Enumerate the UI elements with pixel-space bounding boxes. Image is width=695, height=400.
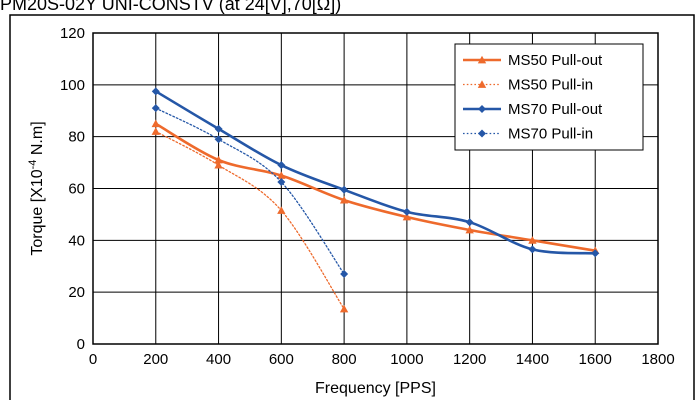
data-point-triangle xyxy=(339,195,349,204)
legend-item: MS70 Pull-in xyxy=(463,126,593,143)
data-point-diamond xyxy=(591,249,600,258)
series-line xyxy=(154,122,597,252)
data-point-diamond xyxy=(151,104,160,113)
legend-label: MS70 Pull-in xyxy=(508,126,593,143)
page-title-partial: PM20S-02Y UNI-CONSTV (at 24[V],70[Ω]) xyxy=(0,0,341,14)
legend-label: MS50 Pull-out xyxy=(508,52,603,69)
data-point-triangle xyxy=(151,119,160,128)
legend: MS50 Pull-out MS50 Pull-in MS70 Pull-out MS… xyxy=(454,43,644,151)
x-axis-label: Frequency [PPS] xyxy=(315,380,436,397)
data-point-triangle xyxy=(214,160,223,169)
data-point-diamond xyxy=(402,207,411,216)
y-tick-labels: 0 20 40 60 80 100 120 xyxy=(60,25,85,353)
y-axis-label-superscript: -4 xyxy=(27,160,39,170)
legend-item: MS50 Pull-out xyxy=(463,52,603,69)
data-point-diamond xyxy=(528,245,537,254)
x-tick-labels: 0 200 400 600 800 1000 1200 1400 1600 1800 xyxy=(89,351,675,368)
x-tick-label: 200 xyxy=(143,351,168,368)
series-layer xyxy=(151,87,600,313)
y-tick-label: 0 xyxy=(77,336,85,353)
series-line xyxy=(155,107,345,275)
y-axis-label: Torque [X10-4 N.m] xyxy=(27,121,46,255)
x-tick-label: 1800 xyxy=(641,351,674,368)
data-point-triangle xyxy=(528,236,537,244)
data-point-diamond xyxy=(277,178,286,187)
data-point-triangle xyxy=(214,155,223,164)
data-point-diamond xyxy=(340,185,349,194)
y-tick-label: 120 xyxy=(60,25,85,42)
data-point-diamond xyxy=(340,270,349,279)
data-point-triangle xyxy=(402,212,412,221)
series-ms70-pull-out xyxy=(151,87,600,258)
data-point-diamond xyxy=(465,218,474,227)
data-point-diamond xyxy=(277,161,286,170)
y-tick-label: 80 xyxy=(68,129,85,146)
x-tick-label: 0 xyxy=(89,351,97,368)
data-point-triangle xyxy=(477,80,487,88)
data-point-diamond xyxy=(478,129,486,138)
y-tick-label: 60 xyxy=(68,181,85,198)
y-axis-label-main: Torque [X10 xyxy=(29,169,46,255)
data-point-triangle xyxy=(339,304,349,313)
data-point-diamond xyxy=(478,105,486,113)
x-tick-label: 1000 xyxy=(390,351,423,368)
x-tick-label: 600 xyxy=(269,351,294,368)
data-point-diamond xyxy=(214,135,223,144)
data-point-triangle xyxy=(477,55,487,64)
data-point-triangle xyxy=(277,171,286,179)
y-tick-label: 100 xyxy=(60,77,85,94)
legend-item: MS50 Pull-in xyxy=(463,77,593,94)
data-point-triangle xyxy=(465,225,474,234)
data-point-diamond xyxy=(214,124,223,133)
data-point-diamond xyxy=(151,87,160,96)
data-point-triangle xyxy=(277,206,286,214)
x-tick-label: 1200 xyxy=(453,351,486,368)
series-ms70-pull-in xyxy=(151,104,349,279)
series-line xyxy=(155,130,345,310)
y-tick-label: 20 xyxy=(68,284,85,301)
legend-label: MS50 Pull-in xyxy=(508,77,593,94)
legend-item: MS70 Pull-out xyxy=(463,101,603,118)
x-tick-label: 1600 xyxy=(579,351,612,368)
x-tick-label: 800 xyxy=(332,351,357,368)
series-ms50-pull-in xyxy=(151,127,349,313)
x-tick-label: 400 xyxy=(206,351,231,368)
x-tick-label: 1400 xyxy=(516,351,549,368)
y-axis-label-tail: N.m] xyxy=(29,121,46,159)
data-point-triangle xyxy=(151,127,160,135)
plot-frame xyxy=(92,32,659,345)
y-tick-label: 40 xyxy=(68,232,85,249)
legend-box xyxy=(454,43,644,151)
series-line xyxy=(154,90,597,255)
legend-label: MS70 Pull-out xyxy=(508,101,603,118)
